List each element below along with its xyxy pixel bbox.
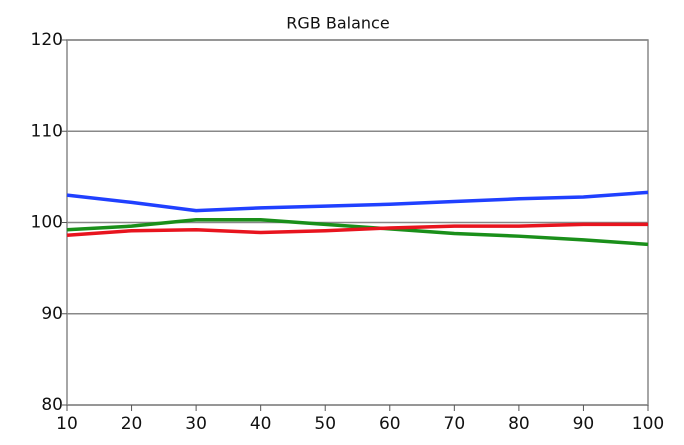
series-line	[66, 218, 649, 247]
x-tick-label: 20	[121, 414, 143, 434]
x-tick-label: 80	[508, 414, 530, 434]
y-tick-label: 80	[41, 395, 63, 415]
x-tick-label: 90	[573, 414, 595, 434]
x-tick-label: 70	[444, 414, 466, 434]
x-tick-label: 10	[56, 414, 78, 434]
y-tick-label: 90	[41, 304, 63, 324]
x-tick-label: 30	[185, 414, 207, 434]
y-tick-label: 110	[31, 121, 63, 141]
y-tick-label: 120	[31, 30, 63, 50]
x-tick-label: 60	[379, 414, 401, 434]
chart-title: RGB Balance	[286, 14, 389, 33]
x-tick-label: 50	[314, 414, 336, 434]
x-tick-label: 100	[632, 414, 664, 434]
series-line	[66, 190, 649, 213]
series-line	[66, 222, 648, 238]
x-tick-label: 40	[250, 414, 272, 434]
y-tick-label: 100	[31, 213, 63, 233]
